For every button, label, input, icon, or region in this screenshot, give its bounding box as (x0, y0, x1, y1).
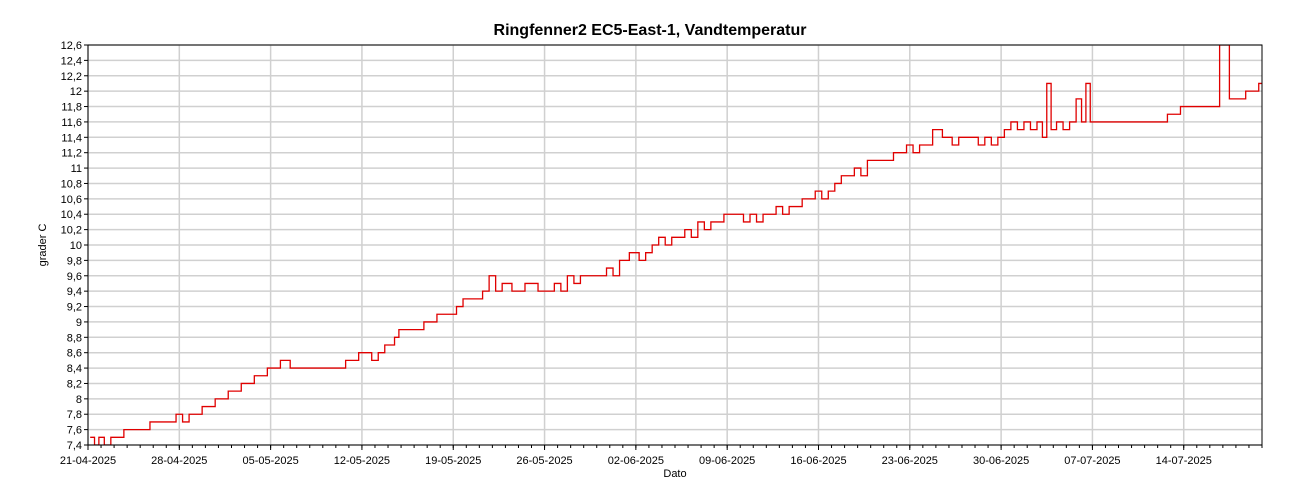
x-tick-label: 14-07-2025 (1156, 455, 1212, 467)
y-tick-label: 12,2 (61, 71, 82, 83)
y-tick-label: 12,6 (61, 40, 82, 52)
y-tick-label: 11,8 (61, 102, 82, 114)
chart-title: Ringfenner2 EC5-East-1, Vandtemperatur (494, 22, 807, 39)
y-tick-label: 9,6 (67, 271, 82, 283)
x-tick-label: 28-04-2025 (151, 455, 207, 467)
y-tick-label: 10,8 (61, 178, 82, 190)
y-tick-label: 11 (71, 163, 82, 175)
y-tick-label: 10 (70, 240, 82, 252)
y-tick-label: 7,4 (67, 440, 82, 452)
y-tick-label: 7,8 (67, 409, 82, 421)
y-tick-label: 12 (70, 86, 82, 98)
y-tick-label: 10,2 (61, 225, 82, 237)
y-tick-label: 7,6 (67, 425, 82, 437)
grid-layer (87, 44, 1262, 446)
x-tick-label: 02-06-2025 (608, 455, 664, 467)
y-tick-label: 9,8 (67, 255, 82, 267)
y-tick-label: 9 (76, 317, 82, 329)
y-tick-label: 11,6 (61, 117, 82, 129)
y-tick-label: 8,2 (67, 378, 82, 390)
x-tick-label: 30-06-2025 (973, 455, 1029, 467)
y-axis-label: grader C (37, 224, 49, 267)
axis-layer: 7,4 7,6 7,8 8 8,2 8,4 8,6 8,8 9 9,2 9,4 9,6 9,8 10 10,… (60, 40, 1263, 467)
x-tick-label: 07-07-2025 (1064, 455, 1120, 467)
x-tick-label: 19-05-2025 (425, 455, 481, 467)
x-axis-label: Dato (663, 468, 686, 480)
y-tick-label: 8 (76, 394, 82, 406)
x-tick-label: 21-04-2025 (60, 455, 116, 467)
x-tick-label: 16-06-2025 (790, 455, 846, 467)
y-tick-label: 9,2 (67, 302, 82, 314)
x-tick-label: 26-05-2025 (516, 455, 572, 467)
series-line (90, 45, 1262, 445)
plot-frame (87, 44, 1263, 446)
y-tick-label: 12,4 (61, 55, 82, 67)
y-tick-label: 9,4 (67, 286, 82, 298)
y-tick-label: 8,8 (67, 332, 82, 344)
x-tick-label: 12-05-2025 (334, 455, 390, 467)
series-layer (90, 45, 1262, 445)
y-tick-label: 11,4 (61, 132, 82, 144)
x-tick-label: 05-05-2025 (242, 455, 298, 467)
x-tick-label: 23-06-2025 (882, 455, 938, 467)
y-tick-label: 11,2 (61, 148, 82, 160)
y-tick-label: 10,6 (61, 194, 82, 206)
x-tick-label: 09-06-2025 (699, 455, 755, 467)
y-tick-label: 10,4 (61, 209, 82, 221)
y-tick-label: 8,4 (67, 363, 82, 375)
y-tick-label: 8,6 (67, 348, 82, 360)
